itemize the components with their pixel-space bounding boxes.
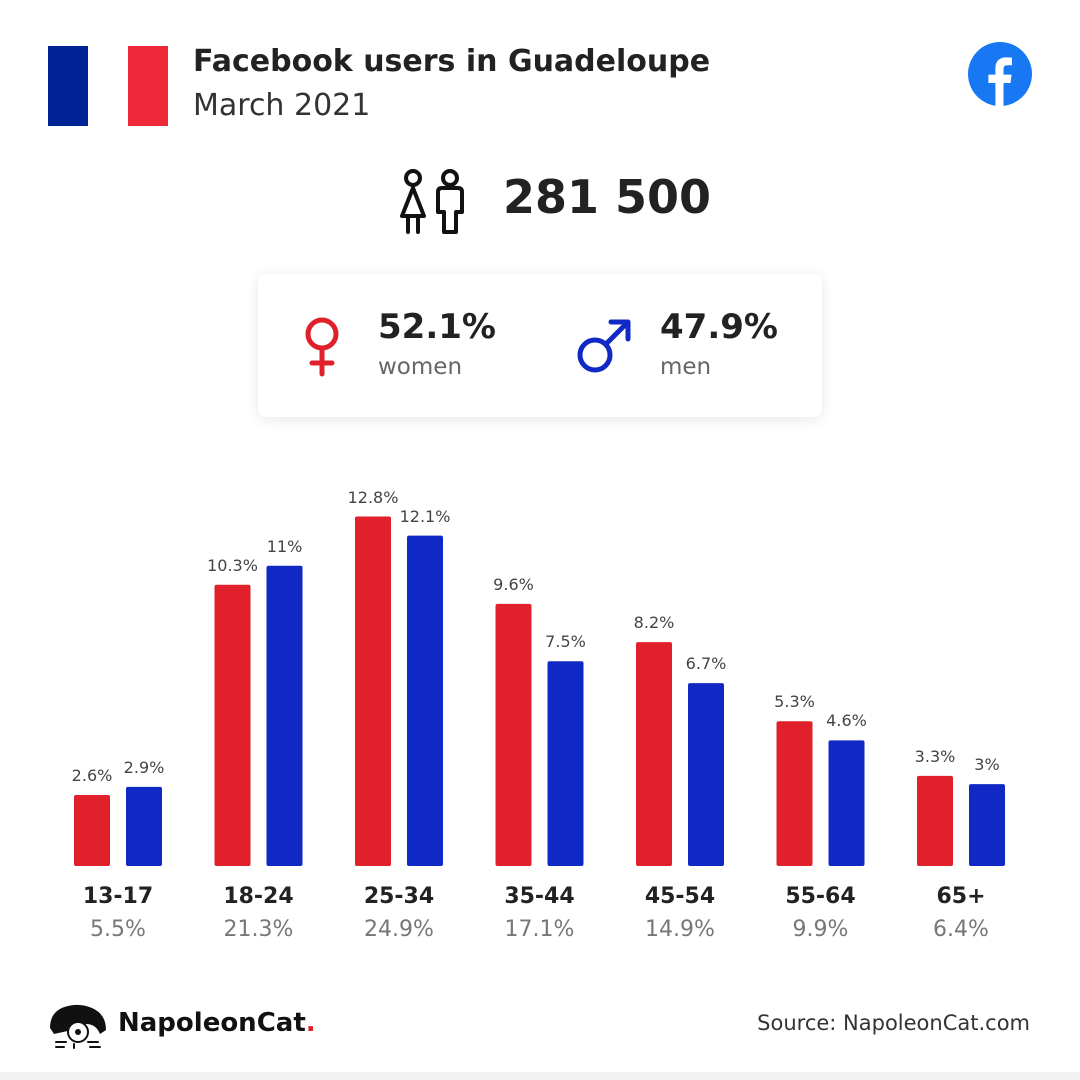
bar-55-64-series1 [828, 740, 865, 866]
facebook-icon [968, 42, 1032, 106]
age-group-share: 21.3% [223, 917, 294, 942]
people-icon [400, 169, 464, 234]
age-group-share: 9.9% [792, 917, 849, 942]
page-title: Facebook users in Guadeloupe [193, 44, 711, 79]
source-text: Source: NapoleonCat.com [757, 1011, 1030, 1035]
age-group-share: 6.4% [933, 917, 989, 942]
bar-value-label: 2.6% [71, 766, 113, 786]
bar-value-label: 9.6% [493, 574, 534, 594]
age-group-label: 25-34 [363, 884, 435, 909]
age-group-share: 5.5% [90, 917, 146, 942]
age-group-share: 24.9% [364, 917, 434, 942]
age-group-label: 35-44 [504, 884, 575, 909]
age-group-label: 55-64 [785, 884, 856, 909]
female-symbol-icon [305, 317, 339, 377]
bar-18-24-series0 [214, 584, 251, 866]
bar-65+-series1 [969, 784, 1005, 866]
age-group-label: 65+ [936, 884, 986, 909]
brand-name: NapoleonCat. [118, 1008, 316, 1038]
male-symbol-icon [577, 319, 631, 373]
bar-65+-series0 [917, 775, 953, 866]
age-group-label: 18-24 [223, 884, 294, 909]
gender-card [258, 274, 822, 417]
total-users: 281 500 [503, 170, 712, 224]
footer-strip [0, 1072, 1080, 1080]
flag-stripe-blue [48, 46, 88, 126]
bar-13-17-series0 [74, 795, 110, 866]
bar-value-label: 3.3% [914, 746, 956, 766]
bar-35-44-series1 [547, 661, 584, 866]
bar-45-54-series0 [636, 642, 672, 866]
bar-value-label: 5.3% [774, 692, 815, 712]
age-group-share: 14.9% [645, 917, 715, 942]
men-percent: 47.9% [660, 307, 778, 347]
age-group-share: 17.1% [504, 917, 575, 942]
bar-value-label: 10.3% [207, 555, 258, 575]
women-percent: 52.1% [378, 307, 496, 347]
france-flag-icon [48, 46, 168, 126]
women-label: women [378, 354, 463, 380]
bar-value-label: 7.5% [545, 632, 586, 652]
bar-18-24-series1 [266, 565, 303, 866]
bar-value-label: 6.7% [685, 654, 727, 674]
bar-value-label: 3% [974, 755, 1000, 775]
bar-55-64-series0 [776, 721, 813, 866]
bar-value-label: 4.6% [826, 711, 867, 731]
flag-stripe-red [128, 46, 168, 126]
bar-value-label: 2.9% [123, 757, 165, 777]
bar-25-34-series1 [407, 535, 443, 866]
page-subtitle: March 2021 [193, 88, 371, 123]
napoleoncat-logo-icon [50, 1004, 106, 1049]
men-label: men [660, 354, 712, 380]
bar-45-54-series1 [688, 683, 724, 866]
flag-stripe-white [88, 46, 128, 126]
age-group-label: 45-54 [644, 884, 716, 909]
bar-value-label: 12.1% [399, 506, 451, 526]
bar-value-label: 8.2% [633, 613, 675, 633]
bar-25-34-series0 [355, 516, 391, 866]
bar-value-label: 11% [266, 536, 303, 556]
age-group-label: 13-17 [82, 884, 154, 909]
bar-value-label: 12.8% [347, 487, 399, 507]
bar-13-17-series1 [126, 786, 162, 866]
